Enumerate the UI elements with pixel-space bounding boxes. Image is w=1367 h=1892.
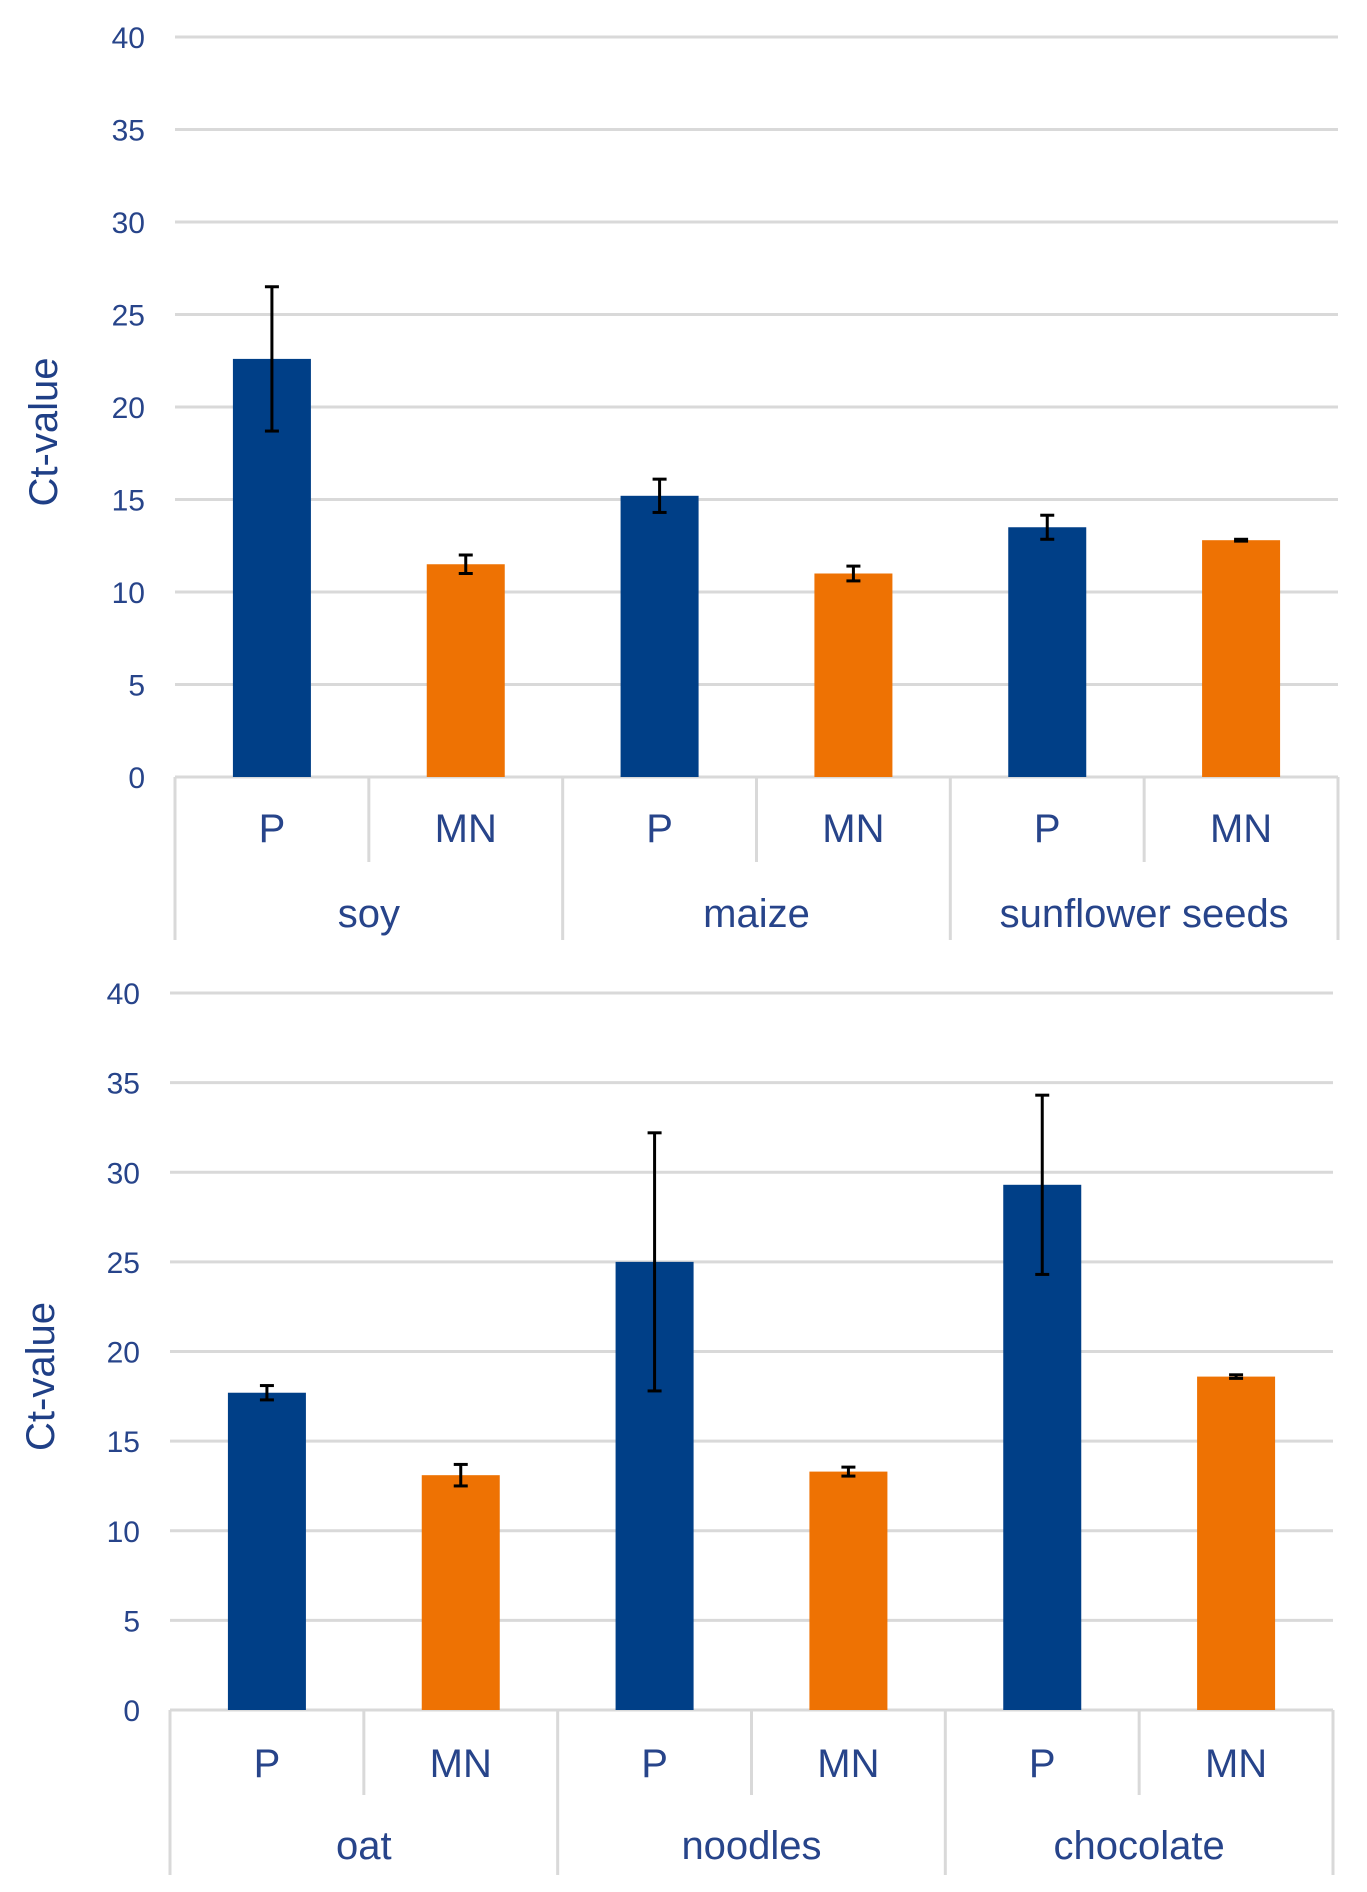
x-subcategory-label: MN: [430, 1742, 492, 1786]
y-tick-label: 5: [123, 1605, 140, 1638]
y-tick-label: 35: [112, 115, 145, 148]
x-subcategory-label: MN: [435, 807, 497, 851]
y-tick-label: 20: [112, 392, 145, 425]
bar-sunflower-seeds-P: [1008, 527, 1087, 777]
x-group-label: chocolate: [1054, 1824, 1225, 1868]
y-tick-label: 40: [112, 22, 145, 55]
x-subcategory-label: P: [641, 1742, 668, 1786]
y-tick-label: 25: [107, 1247, 140, 1280]
x-group-label: oat: [336, 1824, 392, 1868]
x-subcategory-label: MN: [1205, 1742, 1267, 1786]
y-axis-title: Ct-value: [22, 358, 66, 507]
bar-sunflower-seeds-MN: [1202, 540, 1281, 777]
y-tick-label: 0: [123, 1695, 140, 1728]
bar-maize-P: [620, 495, 699, 777]
y-tick-label: 10: [112, 577, 145, 610]
y-tick-label: 30: [107, 1157, 140, 1190]
y-tick-label: 10: [107, 1516, 140, 1549]
x-subcategory-label: P: [1029, 1742, 1056, 1786]
bar-oat-MN: [421, 1475, 500, 1710]
y-tick-label: 15: [107, 1426, 140, 1459]
y-tick-label: 20: [107, 1337, 140, 1370]
bar-maize-MN: [814, 573, 893, 777]
x-subcategory-label: MN: [817, 1742, 879, 1786]
y-tick-label: 30: [112, 207, 145, 240]
bar-soy-MN: [426, 564, 505, 777]
x-subcategory-label: MN: [1210, 807, 1272, 851]
y-tick-label: 35: [107, 1068, 140, 1101]
x-subcategory-label: MN: [822, 807, 884, 851]
x-subcategory-label: P: [646, 807, 673, 851]
y-tick-label: 0: [128, 762, 145, 795]
x-subcategory-label: P: [1034, 807, 1061, 851]
bar-noodles-MN: [809, 1471, 888, 1710]
x-subcategory-label: P: [259, 807, 286, 851]
y-axis-title: Ct-value: [19, 1302, 63, 1451]
y-tick-label: 15: [112, 485, 145, 518]
bar-oat-P: [227, 1392, 306, 1710]
y-tick-label: 40: [107, 978, 140, 1011]
y-tick-label: 25: [112, 300, 145, 333]
x-subcategory-label: P: [254, 1742, 281, 1786]
x-group-label: sunflower seeds: [1000, 892, 1289, 936]
x-group-label: noodles: [681, 1824, 821, 1868]
x-group-label: soy: [338, 892, 400, 936]
x-group-label: maize: [703, 892, 810, 936]
y-tick-label: 5: [128, 670, 145, 703]
bar-chocolate-MN: [1197, 1376, 1276, 1710]
